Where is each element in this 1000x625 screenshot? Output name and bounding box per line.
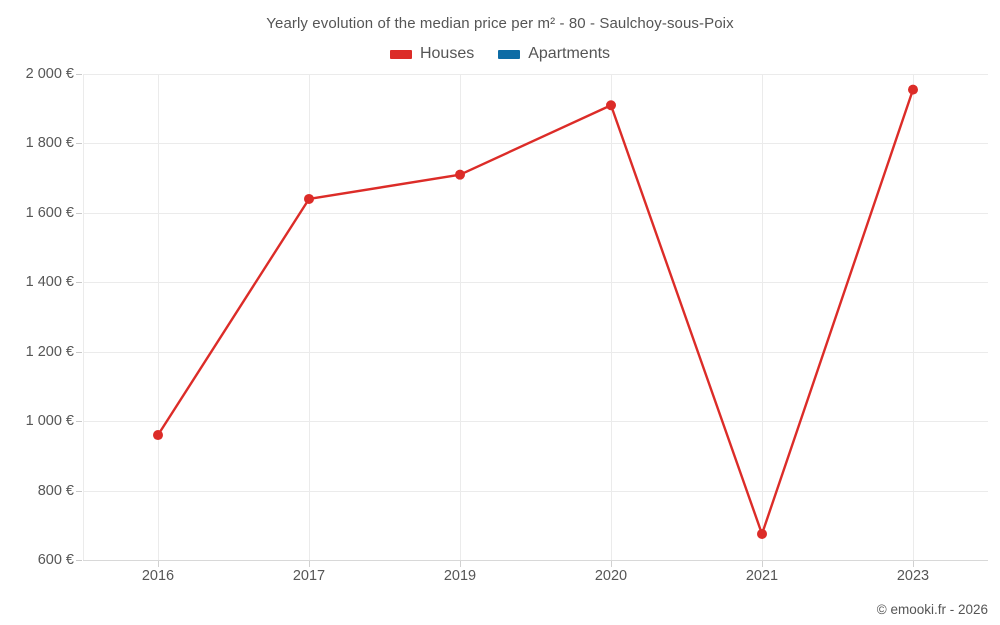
y-axis-tick-label: 1 800 €: [25, 135, 74, 152]
gridline-horizontal: [83, 212, 988, 214]
x-axis-tick-mark: [611, 561, 612, 567]
y-axis-line: [83, 74, 84, 561]
gridline-horizontal: [83, 143, 988, 145]
gridline-horizontal: [83, 421, 988, 423]
y-axis-tick-mark: [76, 351, 82, 353]
gridline-vertical: [158, 74, 159, 560]
x-axis-tick-label: 2023: [896, 568, 930, 584]
gridline-horizontal: [83, 282, 988, 284]
plot-area: [83, 74, 988, 560]
legend-item-apartments[interactable]: Apartments: [498, 45, 610, 63]
data-point-houses[interactable]: [757, 528, 767, 539]
y-axis-tick-label: 1 600 €: [25, 204, 74, 221]
legend-swatch-houses: [389, 49, 412, 59]
legend-label-houses: Houses: [419, 45, 475, 62]
gridline-vertical: [762, 74, 763, 560]
legend-swatch-apartments: [498, 49, 521, 59]
gridline-horizontal: [83, 351, 988, 353]
gridline-horizontal: [83, 74, 988, 75]
gridline-vertical: [309, 74, 310, 560]
gridline-vertical: [460, 74, 461, 560]
y-axis-tick-label: 1 400 €: [25, 274, 74, 291]
data-point-houses[interactable]: [153, 430, 163, 441]
chart-legend: Houses Apartments: [0, 45, 1000, 63]
y-axis-tick-mark: [76, 74, 82, 75]
series-line-houses: [156, 88, 915, 536]
legend-item-houses[interactable]: Houses: [389, 45, 475, 63]
y-axis-tick-mark: [76, 212, 82, 214]
gridline-horizontal: [83, 490, 988, 492]
y-axis-labels: 2 000 € 1 800 € 1 600 € 1 400 € 1 200 € 1 000…: [0, 0, 74, 625]
x-axis-tick-mark: [762, 561, 763, 567]
x-axis-tick-mark: [460, 561, 461, 567]
gridline-vertical: [913, 74, 914, 560]
legend-label-apartments: Apartments: [528, 45, 611, 62]
x-axis-tick-mark: [309, 561, 310, 567]
gridline-vertical: [611, 74, 612, 560]
data-point-houses[interactable]: [606, 100, 616, 111]
x-axis-tick-label: 2017: [292, 568, 326, 584]
data-point-houses[interactable]: [304, 193, 314, 204]
y-axis-tick-label: 1 000 €: [25, 413, 74, 430]
x-axis-tick-label: 2021: [745, 568, 779, 584]
x-axis-line: [83, 560, 988, 561]
y-axis-tick-label: 1 200 €: [25, 343, 74, 360]
x-axis-tick-label: 2019: [443, 568, 477, 584]
data-point-houses[interactable]: [455, 169, 465, 180]
y-axis-tick-mark: [76, 560, 82, 561]
data-point-houses[interactable]: [908, 84, 918, 95]
y-axis-tick-label: 600 €: [37, 552, 74, 568]
y-axis-tick-mark: [76, 490, 82, 492]
x-axis-tick-label: 2020: [594, 568, 628, 584]
footer-credit: © emooki.fr - 2026: [876, 602, 988, 617]
y-axis-tick-label: 800 €: [37, 482, 74, 499]
y-axis-tick-label: 2 000 €: [25, 66, 74, 82]
x-axis-tick-mark: [158, 561, 159, 567]
x-axis-tick-mark: [913, 561, 914, 567]
y-axis-tick-mark: [76, 143, 82, 145]
chart-title: Yearly evolution of the median price per…: [266, 15, 734, 32]
x-axis-tick-label: 2016: [141, 568, 175, 584]
y-axis-tick-mark: [76, 282, 82, 284]
y-axis-tick-mark: [76, 421, 82, 423]
